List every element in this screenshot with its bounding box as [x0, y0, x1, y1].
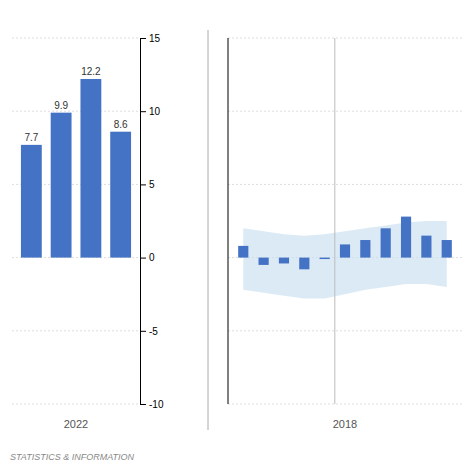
grid-line	[228, 404, 462, 405]
tick: 0	[140, 252, 155, 263]
grid-line	[12, 330, 140, 331]
source-note: STATISTICS & INFORMATION	[10, 452, 135, 462]
bar	[279, 258, 289, 264]
axis-domain	[228, 38, 229, 404]
tick: 5	[140, 179, 155, 190]
bar	[110, 132, 131, 258]
tick-mark	[140, 38, 146, 39]
tick-mark	[140, 331, 146, 332]
bar	[381, 228, 391, 257]
panel: -10 -5 0 5 10 15 7.7 9.9 12.2 8.6 2022	[12, 33, 164, 430]
bar	[320, 258, 330, 259]
reference-line	[334, 38, 335, 404]
tick-mark	[140, 111, 146, 112]
bar	[21, 145, 42, 258]
tick-mark	[140, 184, 146, 185]
bars	[21, 79, 131, 258]
tick-label: 10	[149, 106, 161, 117]
bar	[299, 258, 309, 270]
data-labels: 7.7 9.9 12.2 8.6	[24, 66, 128, 143]
tick: -5	[140, 326, 158, 337]
bar	[401, 217, 411, 258]
grid-line	[12, 404, 140, 405]
tick: 15	[140, 33, 161, 44]
grid-line	[228, 184, 462, 185]
grid	[228, 38, 462, 404]
bar	[238, 246, 248, 258]
tick-mark	[140, 258, 146, 259]
tick-label: -5	[149, 326, 158, 337]
data-label: 12.2	[81, 66, 101, 77]
bar	[80, 79, 101, 258]
bar	[259, 258, 269, 265]
grid-line	[12, 38, 140, 39]
grid-line	[12, 111, 140, 112]
x-axis-label: 2022	[64, 418, 88, 430]
bar	[340, 244, 350, 257]
tick-label: 15	[149, 33, 161, 44]
tick: -10	[140, 399, 164, 410]
bar	[421, 236, 431, 258]
grid-line	[228, 111, 462, 112]
x-axis-label: 2018	[333, 418, 357, 430]
tick-label: 0	[149, 252, 155, 263]
marks	[238, 217, 452, 299]
y-axis: -10 -5 0 5 10 15	[140, 33, 164, 410]
bar	[360, 240, 370, 258]
panel: 2018	[228, 38, 462, 430]
marks	[21, 79, 131, 258]
data-label: 9.9	[54, 100, 68, 111]
bar	[51, 113, 72, 258]
tick-mark	[140, 404, 146, 405]
band	[243, 221, 446, 299]
tick-label: 5	[149, 179, 155, 190]
tick-label: -10	[149, 399, 164, 410]
divider	[208, 30, 209, 430]
grid-line	[228, 330, 462, 331]
grid	[12, 38, 140, 404]
grid-line	[228, 38, 462, 39]
tick: 10	[140, 106, 161, 117]
bars	[238, 217, 452, 270]
bar	[442, 240, 452, 258]
data-label: 8.6	[114, 119, 128, 130]
axis-domain	[141, 39, 147, 405]
chart: -10 -5 0 5 10 15 7.7 9.9 12.2 8.6 2022 STATISTICS &…	[0, 0, 474, 474]
data-label: 7.7	[24, 132, 38, 143]
